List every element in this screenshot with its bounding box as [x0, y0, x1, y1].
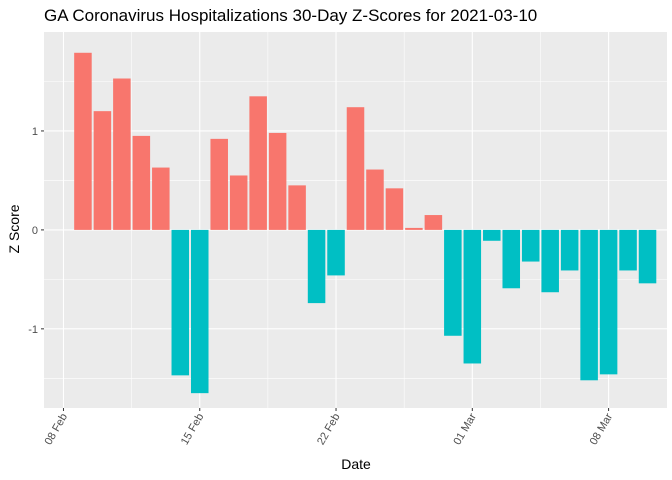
bar	[619, 229, 637, 271]
bar	[424, 215, 443, 230]
x-tick-label: 08 Feb	[43, 412, 71, 448]
bar	[288, 185, 306, 230]
bar	[580, 229, 598, 381]
bar	[190, 229, 209, 394]
bar	[249, 96, 267, 230]
bar	[346, 107, 365, 230]
bar	[385, 188, 404, 230]
x-tick-label: 15 Feb	[179, 412, 207, 448]
x-tick-label: 08 Mar	[588, 411, 616, 447]
bar	[405, 227, 423, 230]
y-axis-title: Z Score	[6, 204, 22, 253]
bar	[541, 229, 559, 293]
bar	[132, 135, 151, 230]
bar	[521, 229, 540, 262]
bar	[307, 229, 326, 304]
bar	[366, 169, 384, 230]
bar	[560, 229, 579, 271]
bar	[599, 229, 618, 375]
x-tick-label: 01 Mar	[451, 411, 479, 447]
bar	[210, 138, 228, 230]
bar	[463, 229, 482, 364]
y-tick-label: 1	[32, 126, 38, 138]
bar	[152, 167, 170, 230]
bar	[93, 111, 112, 230]
y-tick-label: -1	[28, 324, 38, 336]
bar	[444, 229, 462, 336]
bar	[502, 229, 521, 289]
x-axis-title: Date	[341, 456, 371, 472]
bar	[483, 229, 501, 241]
bar	[268, 132, 287, 230]
bar	[638, 229, 657, 284]
chart-title: GA Coronavirus Hospitalizations 30-Day Z…	[44, 6, 537, 25]
bar	[74, 52, 92, 230]
x-tick-label: 22 Feb	[315, 412, 343, 448]
bar	[171, 229, 190, 376]
bars	[74, 52, 657, 394]
y-tick-label: 0	[32, 225, 38, 237]
bar	[327, 229, 345, 276]
bar	[229, 175, 248, 230]
bar	[113, 78, 131, 230]
